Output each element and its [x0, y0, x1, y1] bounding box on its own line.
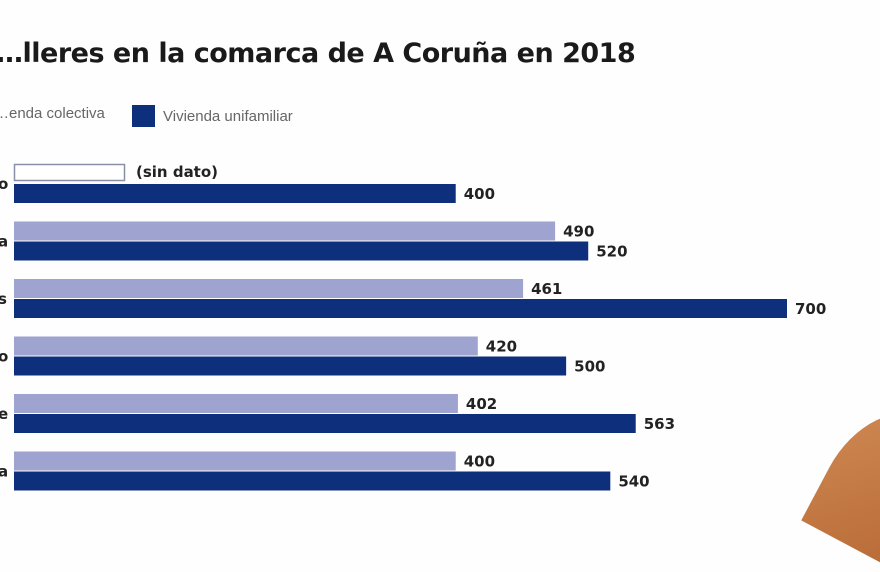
bar-unifamiliar — [14, 414, 636, 433]
legend-item-unifamiliar: Vivienda unifamiliar — [132, 105, 293, 127]
bar-colectiva — [14, 279, 524, 298]
value-label-unifamiliar: 563 — [644, 415, 675, 433]
value-label-colectiva: 402 — [466, 395, 497, 413]
legend-label-colectiva: …enda colectiva — [0, 105, 105, 122]
no-data-label: (sin dato) — [136, 163, 218, 181]
bar-colectiva — [14, 336, 478, 356]
bar-colectiva — [14, 451, 456, 471]
category-label: a — [0, 463, 8, 481]
value-label-colectiva: 420 — [486, 338, 517, 356]
value-label-unifamiliar: 520 — [596, 243, 627, 261]
value-label-unifamiliar: 500 — [574, 358, 605, 376]
value-label-colectiva: 490 — [563, 223, 594, 241]
bar-no-data — [13, 163, 126, 182]
bar-unifamiliar — [14, 241, 589, 261]
value-label-colectiva: 461 — [531, 280, 562, 298]
legend-swatch-unifamiliar — [132, 105, 155, 127]
bar-unifamiliar — [14, 471, 611, 491]
value-label-colectiva: 400 — [464, 453, 495, 471]
value-label-unifamiliar: 540 — [618, 473, 649, 491]
category-label: o — [0, 175, 8, 193]
category-label: a — [0, 233, 8, 251]
bar-unifamiliar — [14, 184, 456, 203]
bar-unifamiliar — [14, 356, 567, 376]
category-label: o — [0, 348, 8, 366]
bar-unifamiliar — [14, 299, 787, 318]
value-label-unifamiliar: 400 — [464, 185, 495, 203]
legend-item-colectiva: …enda colectiva — [0, 105, 105, 122]
legend-label-unifamiliar: Vivienda unifamiliar — [163, 107, 293, 125]
category-label: s — [0, 290, 7, 308]
category-label: e — [0, 405, 8, 423]
chart-title: …lleres en la comarca de A Coruña en 201… — [0, 38, 636, 69]
bar-colectiva — [14, 394, 458, 413]
value-label-unifamiliar: 700 — [795, 300, 826, 318]
bar-colectiva — [14, 221, 556, 241]
